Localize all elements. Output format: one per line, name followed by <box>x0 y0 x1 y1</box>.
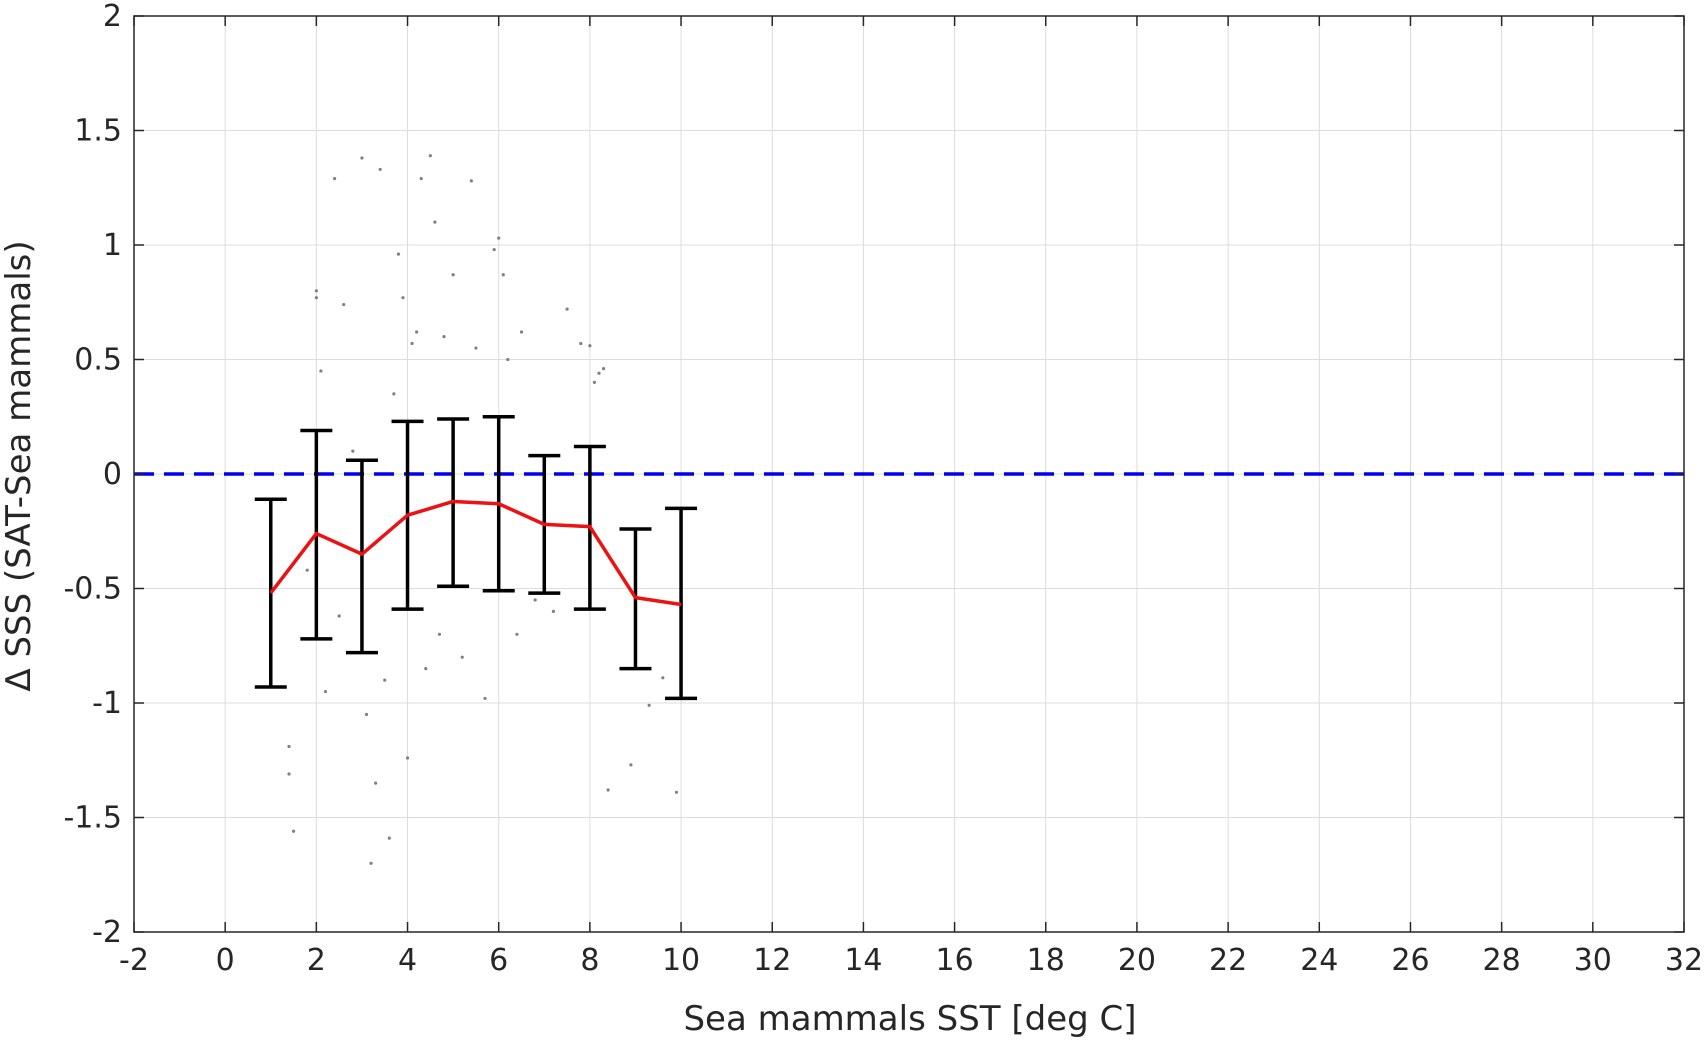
scatter-point <box>579 341 583 346</box>
scatter-point <box>442 335 446 339</box>
x-tick-label: 28 <box>1483 943 1521 978</box>
scatter-point <box>369 861 373 865</box>
scatter-point <box>291 829 296 833</box>
x-tick-label: 32 <box>1665 943 1703 978</box>
y-tick-label: 0.5 <box>74 343 122 378</box>
scatter-point <box>515 632 519 636</box>
scatter-point <box>533 598 537 602</box>
x-tick-label: 16 <box>935 943 973 978</box>
scatter-point <box>606 788 610 792</box>
x-tick-label: 2 <box>307 943 326 978</box>
scatter-point <box>374 781 378 785</box>
scatter-point <box>519 330 524 334</box>
scatter-point <box>415 330 419 334</box>
scatter-point <box>588 344 592 348</box>
y-tick-label: -1 <box>92 686 122 721</box>
scatter-point <box>551 609 556 614</box>
scatter-point <box>597 371 601 375</box>
y-tick-label: -2 <box>92 915 122 950</box>
x-tick-label: 26 <box>1391 943 1429 978</box>
scatter-point <box>287 744 291 749</box>
mean-line <box>269 499 682 607</box>
scatter-point <box>314 296 318 300</box>
y-tick-label: 1.5 <box>74 114 122 149</box>
scatter-point <box>674 790 679 794</box>
x-tick-label: 18 <box>1027 943 1065 978</box>
scatter-point <box>319 369 323 373</box>
scatter-point <box>287 772 291 776</box>
scatter-point <box>383 678 387 682</box>
scatter-point <box>360 156 364 160</box>
scatter-point <box>565 307 569 311</box>
scatter-point <box>469 179 473 183</box>
scatter-point <box>601 367 606 371</box>
scatter-point <box>501 273 505 277</box>
scatter-point <box>332 176 337 181</box>
scatter-point <box>661 676 665 680</box>
y-tick-label: 2 <box>103 0 122 34</box>
scatter-point <box>337 614 341 618</box>
scatter-point <box>460 655 464 659</box>
scatter-point <box>483 696 487 701</box>
x-tick-label: 24 <box>1300 943 1338 978</box>
scatter-point <box>396 252 401 256</box>
scatter-point <box>592 380 597 384</box>
scatter-point <box>364 712 369 717</box>
scatter-point <box>401 296 405 300</box>
scatter-point <box>424 667 428 671</box>
scatter-point <box>492 247 496 252</box>
x-tick-label: 12 <box>753 943 791 978</box>
scatter-point <box>451 273 455 277</box>
x-tick-label: 4 <box>398 943 417 978</box>
tick-labels: -2 0 2 4 6 8 10 12 14 16 18 20 22 24 26 28 30 3221.510.50… <box>63 0 1703 978</box>
scatter-points <box>287 154 679 865</box>
x-axis-label: Sea mammals SST [deg C] <box>683 999 1136 1039</box>
scatter-point <box>314 289 318 293</box>
x-tick-label: 6 <box>489 943 508 978</box>
scatter-point <box>387 836 391 840</box>
scatter-point <box>392 392 396 396</box>
scatter-point <box>342 302 346 307</box>
x-tick-label: 0 <box>216 943 235 978</box>
scatter-point <box>410 341 414 346</box>
x-tick-label: 14 <box>844 943 882 978</box>
scatter-point <box>629 763 633 767</box>
y-tick-label: -0.5 <box>63 572 122 607</box>
scatter-point <box>497 236 501 240</box>
x-tick-label: -2 <box>119 943 149 978</box>
x-tick-label: 22 <box>1209 943 1247 978</box>
y-tick-label: -1.5 <box>63 801 122 836</box>
scatter-point <box>378 167 382 172</box>
x-tick-label: 8 <box>580 943 599 978</box>
axes <box>133 15 1685 933</box>
scatter-point <box>405 756 410 760</box>
scatter-point <box>305 568 309 572</box>
x-tick-label: 20 <box>1118 943 1156 978</box>
mean-line-path <box>269 499 682 607</box>
y-axis-label: Δ SSS (SAT-Sea mammals) <box>0 240 39 691</box>
scatter-point <box>323 689 328 694</box>
scatter-point <box>433 220 437 224</box>
x-tick-label: 10 <box>662 943 700 978</box>
scatter-point <box>419 176 423 181</box>
scatter-point <box>506 357 510 362</box>
y-tick-label: 1 <box>103 228 122 263</box>
scatter-point <box>428 154 432 158</box>
scatter-point <box>647 703 651 707</box>
scatter-point <box>474 346 478 350</box>
scatter-point <box>437 632 442 636</box>
x-tick-label: 30 <box>1574 943 1612 978</box>
scatter-point <box>351 449 355 453</box>
y-tick-label: 0 <box>103 457 122 492</box>
